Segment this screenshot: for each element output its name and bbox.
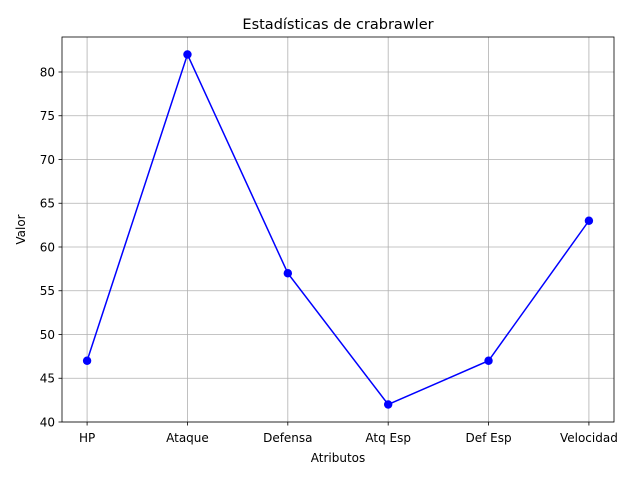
chart-title: Estadísticas de crabrawler <box>242 17 433 33</box>
data-point <box>183 50 192 59</box>
y-tick-label: 60 <box>40 240 55 254</box>
axis-ticks: HP Ataque Defensa Atq Esp Def Esp Velocidad 40… <box>40 65 618 445</box>
data-point <box>283 269 293 278</box>
x-tick-label: HP <box>79 431 95 445</box>
y-tick-label: 50 <box>40 328 55 342</box>
plot-frame <box>61 36 615 423</box>
data-point <box>584 216 594 225</box>
x-tick-label: Ataque <box>166 431 209 445</box>
x-tick-label: Atq Esp <box>365 431 411 445</box>
y-tick-label: 70 <box>40 153 55 167</box>
data-series <box>82 50 594 409</box>
y-axis-label: Valor <box>14 214 28 244</box>
data-point <box>383 400 393 409</box>
data-point <box>82 356 92 365</box>
y-tick-label: 45 <box>40 372 55 386</box>
x-axis-label: Atributos <box>311 451 366 465</box>
x-tick-label: Defensa <box>263 431 312 445</box>
y-tick-label: 65 <box>40 197 55 211</box>
x-tick-label: Velocidad <box>560 431 618 445</box>
y-tick-label: 75 <box>40 109 55 123</box>
x-tick-label: Def Esp <box>465 431 511 445</box>
y-tick-label: 40 <box>40 415 55 429</box>
grid-lines <box>62 37 614 423</box>
y-tick-label: 55 <box>40 284 55 298</box>
series-line <box>86 52 590 406</box>
data-point <box>484 356 493 365</box>
y-tick-label: 80 <box>40 65 55 79</box>
